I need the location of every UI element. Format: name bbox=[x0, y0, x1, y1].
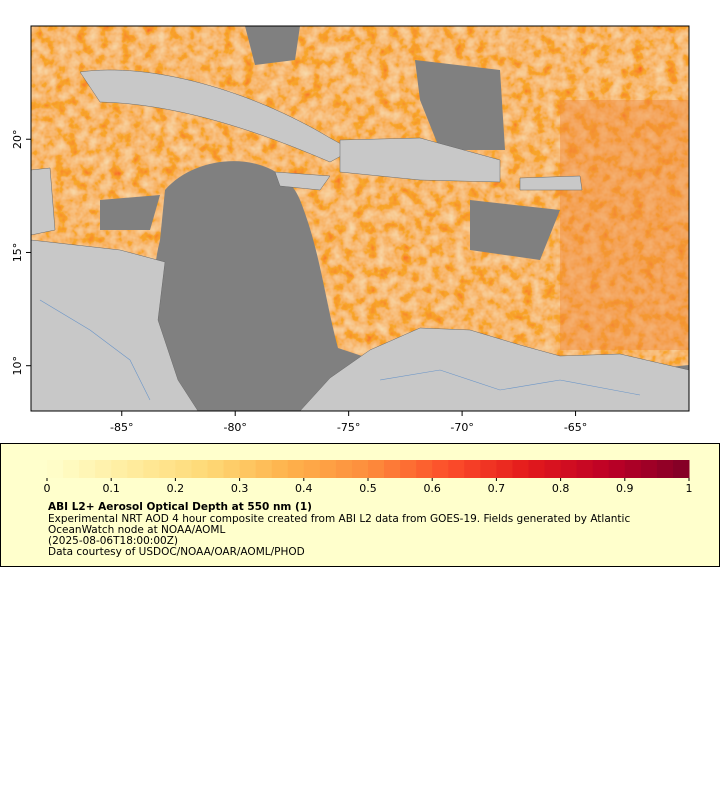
colorbar-swatch bbox=[400, 460, 417, 478]
colorbar-swatch bbox=[608, 460, 626, 478]
colorbar-swatch bbox=[464, 460, 481, 478]
colorbar-tick-label: 0.1 bbox=[102, 482, 120, 495]
colorbar-tick-label: 1 bbox=[686, 482, 693, 495]
x-tick-label: -70° bbox=[450, 421, 473, 434]
aod-high bbox=[560, 100, 689, 350]
colorbar-swatch bbox=[191, 460, 208, 478]
caption-line: (2025-08-06T18:00:00Z) bbox=[48, 535, 178, 547]
colorbar-swatch bbox=[239, 460, 257, 478]
land bbox=[31, 69, 689, 411]
colorbar-swatch bbox=[79, 460, 96, 478]
colorbar-swatch bbox=[576, 460, 594, 478]
colorbar-swatch bbox=[624, 460, 642, 478]
colorbar-swatch bbox=[480, 460, 497, 478]
colorbar-swatch bbox=[271, 460, 289, 478]
map bbox=[31, 26, 689, 411]
colorbar-tick-label: 0.6 bbox=[423, 482, 441, 495]
colorbar-swatch bbox=[303, 460, 321, 478]
x-tick-label: -65° bbox=[564, 421, 587, 434]
x-tick-label: -80° bbox=[223, 421, 246, 434]
y-tick-label: 15° bbox=[11, 243, 24, 263]
colorbar-swatch bbox=[287, 460, 305, 478]
colorbar-swatch bbox=[416, 460, 433, 478]
rivers bbox=[39, 299, 641, 401]
colorbar-swatch bbox=[592, 460, 610, 478]
colorbar-swatch bbox=[448, 460, 465, 478]
colorbar-swatch bbox=[159, 460, 176, 478]
y-tick-label: 10° bbox=[11, 356, 24, 376]
caption-line: Experimental NRT AOD 4 hour composite cr… bbox=[48, 513, 630, 525]
colorbar-tick-label: 0.8 bbox=[552, 482, 570, 495]
colorbar-swatch bbox=[127, 460, 144, 478]
colorbar: 0 0.1 0.2 0.3 0.4 0.5 0.6 0.7 0.8 0.9 1 bbox=[44, 460, 693, 495]
colorbar-tick-label: 0.2 bbox=[167, 482, 185, 495]
colorbar-swatch bbox=[432, 460, 449, 478]
colorbar-swatch bbox=[384, 460, 401, 478]
colorbar-swatch bbox=[512, 460, 529, 478]
colorbar-tick-label: 0.9 bbox=[616, 482, 634, 495]
colorbar-swatch bbox=[207, 460, 225, 478]
colorbar-tick-label: 0.4 bbox=[295, 482, 313, 495]
colorbar-swatch bbox=[640, 460, 658, 478]
colorbar-swatch bbox=[95, 460, 112, 478]
colorbar-swatch bbox=[175, 460, 192, 478]
colorbar-swatch bbox=[368, 460, 385, 478]
caption-title: ABI L2+ Aerosol Optical Depth at 550 nm … bbox=[48, 501, 312, 513]
colorbar-swatch bbox=[255, 460, 273, 478]
colorbar-swatch bbox=[63, 460, 80, 478]
colorbar-tick-label: 0.7 bbox=[488, 482, 506, 495]
colorbar-swatch bbox=[544, 460, 562, 478]
colorbar-swatch bbox=[560, 460, 578, 478]
axes: -85° -80° -75° -70° -65° 10° 15° 20° bbox=[11, 129, 587, 434]
caption-line: OceanWatch node at NOAA/AOML bbox=[48, 524, 225, 536]
colorbar-swatch bbox=[672, 460, 690, 478]
colorbar-swatch bbox=[319, 460, 337, 478]
colorbar-swatch bbox=[528, 460, 546, 478]
colorbar-swatch bbox=[47, 460, 64, 478]
colorbar-tick-label: 0.3 bbox=[231, 482, 249, 495]
colorbar-tick-label: 0 bbox=[44, 482, 51, 495]
colorbar-swatch bbox=[143, 460, 160, 478]
colorbar-swatch bbox=[111, 460, 128, 478]
colorbar-swatch bbox=[351, 460, 369, 478]
colorbar-swatch bbox=[656, 460, 674, 478]
y-tick-label: 20° bbox=[11, 129, 24, 149]
colorbar-tick-label: 0.5 bbox=[359, 482, 377, 495]
x-tick-label: -85° bbox=[110, 421, 133, 434]
colorbar-swatch bbox=[335, 460, 353, 478]
colorbar-swatch bbox=[496, 460, 513, 478]
colorbar-swatch bbox=[223, 460, 241, 478]
x-tick-label: -75° bbox=[337, 421, 360, 434]
caption-line: Data courtesy of USDOC/NOAA/OAR/AOML/PHO… bbox=[48, 546, 305, 558]
map-frame bbox=[30, 25, 690, 412]
